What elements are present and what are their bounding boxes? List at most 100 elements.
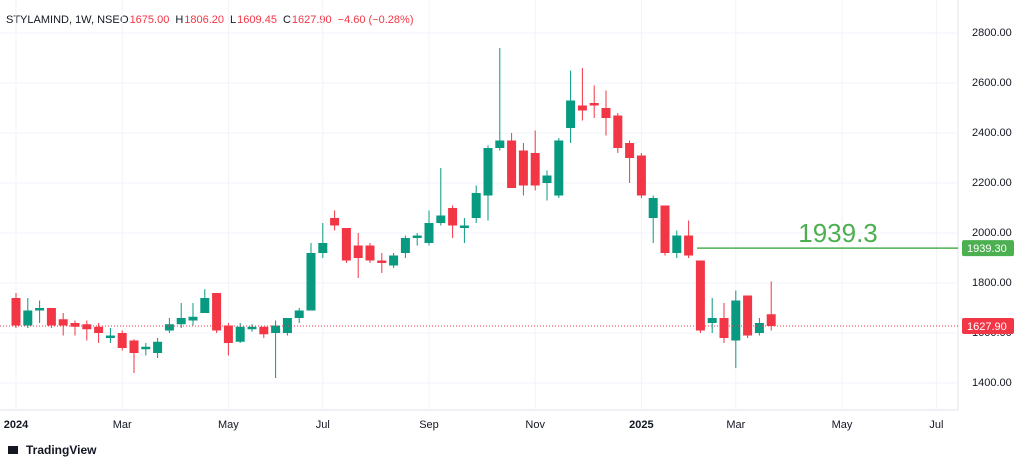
- candle-body: [554, 140, 564, 196]
- x-tick-label: May: [832, 419, 853, 431]
- candle-body: [400, 238, 410, 253]
- candle-body: [566, 100, 576, 128]
- ohlc-key: H: [175, 14, 183, 26]
- candle-body: [129, 340, 139, 353]
- x-tick-label: Sep: [419, 419, 439, 431]
- candle-body: [188, 316, 198, 321]
- candle-body: [754, 323, 764, 333]
- ohlc-legend: O 1675.00 H 1806.20 L 1609.45 C 1627.90 −4.60 (−…: [120, 14, 414, 26]
- candle-body: [35, 308, 45, 311]
- candle-body: [542, 175, 552, 183]
- x-tick-label: Mar: [113, 419, 132, 431]
- candle-body: [353, 245, 363, 258]
- x-tick-label: Nov: [525, 419, 545, 431]
- candle-body: [625, 143, 635, 158]
- candle-body: [636, 155, 646, 196]
- candle-body: [70, 323, 80, 327]
- candle-body: [518, 150, 528, 186]
- y-tick-label: 2200.00: [972, 177, 1012, 189]
- candle-body: [306, 253, 316, 311]
- candle-body: [743, 295, 753, 336]
- x-tick-label: Jul: [316, 419, 330, 431]
- candle-body: [223, 325, 233, 343]
- candle-body: [23, 310, 33, 326]
- horizontal-line-box: [962, 240, 1014, 257]
- candle-body: [117, 333, 127, 348]
- candle-body: [58, 319, 68, 326]
- x-tick-label: Jul: [929, 419, 943, 431]
- candle-body: [164, 324, 174, 331]
- ohlc-value: 1627.90: [292, 14, 332, 26]
- candle-body: [141, 346, 151, 350]
- y-tick-label: 2800.00: [972, 27, 1012, 39]
- candle-body: [82, 324, 92, 330]
- candle-body: [766, 314, 776, 327]
- candle-body: [577, 105, 587, 111]
- x-tick-label: 2025: [629, 419, 653, 431]
- candle-body: [719, 318, 729, 338]
- candle-body: [377, 260, 387, 263]
- horizontal-line-label: 1939.3: [798, 218, 878, 248]
- candle-body: [153, 341, 163, 353]
- x-tick-label: Mar: [726, 419, 745, 431]
- logo: TradingView: [8, 443, 97, 457]
- candle-body: [424, 223, 434, 243]
- y-tick-label: 1800.00: [972, 277, 1012, 289]
- y-tick-label: 2400.00: [972, 127, 1012, 139]
- candle-body: [412, 235, 422, 238]
- candle-body: [94, 326, 104, 333]
- change: −4.60 (−0.28%): [338, 14, 414, 26]
- candle-body: [684, 235, 694, 256]
- y-tick-label: 1400.00: [972, 377, 1012, 389]
- candle-body: [365, 245, 375, 261]
- ohlc-key: L: [230, 14, 236, 26]
- candle-body: [282, 318, 292, 333]
- candle-body: [589, 103, 599, 106]
- ohlc-value: 1609.45: [237, 14, 277, 26]
- symbol: STYLAMIND, 1W, NSE: [6, 14, 120, 26]
- candle-body: [530, 153, 540, 186]
- logo-mark: [8, 446, 18, 454]
- candle-body: [247, 326, 257, 330]
- brand: TradingView: [26, 443, 97, 457]
- candle-body: [11, 298, 21, 326]
- x-tick-label: May: [218, 419, 239, 431]
- candle-body: [495, 140, 505, 148]
- candle-body: [436, 215, 446, 223]
- candle-body: [318, 243, 328, 253]
- candle-body: [46, 308, 56, 326]
- candle-body: [483, 148, 493, 196]
- ohlc-value: 1806.20: [184, 14, 224, 26]
- candle-body: [389, 255, 399, 266]
- candle-body: [601, 108, 611, 118]
- candle-body: [471, 193, 481, 218]
- y-tick-label: 2000.00: [972, 227, 1012, 239]
- candle-body: [731, 300, 741, 341]
- candle-body: [707, 318, 717, 323]
- candle-body: [330, 218, 340, 226]
- candle-body: [200, 298, 210, 313]
- candle-body: [648, 198, 658, 218]
- candle-body: [105, 335, 115, 338]
- ohlc-key: C: [283, 14, 291, 26]
- candle-body: [695, 260, 705, 331]
- candle-body: [212, 293, 222, 331]
- ohlc-value: 1675.00: [130, 14, 170, 26]
- candle-body: [507, 140, 517, 188]
- candle-body: [613, 115, 623, 148]
- candle-body: [294, 310, 304, 318]
- ohlc-key: O: [120, 14, 129, 26]
- candle-body: [660, 205, 670, 253]
- candle-body: [672, 235, 682, 253]
- candle-body: [271, 325, 281, 333]
- candle-body: [259, 326, 269, 335]
- horizontal-line-axis-label: 1939.30: [967, 243, 1007, 255]
- candle-body: [341, 228, 351, 261]
- candle-body: [448, 208, 458, 226]
- candle-body: [176, 318, 186, 325]
- candle-body: [459, 225, 469, 228]
- y-tick-label: 2600.00: [972, 77, 1012, 89]
- last-price-label: 1627.90: [967, 321, 1007, 333]
- last-price-box: [962, 318, 1014, 335]
